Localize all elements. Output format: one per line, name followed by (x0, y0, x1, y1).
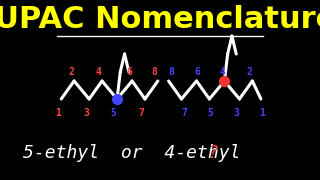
Text: 7: 7 (139, 108, 145, 118)
Text: 7: 7 (181, 108, 187, 118)
Text: 8: 8 (168, 67, 174, 77)
Text: 4: 4 (96, 67, 102, 77)
Text: 2: 2 (246, 67, 252, 77)
Text: 4: 4 (220, 67, 226, 77)
Text: ?: ? (207, 144, 218, 162)
Text: IUPAC Nomenclature: IUPAC Nomenclature (0, 5, 320, 34)
Text: 3: 3 (233, 108, 239, 118)
Text: 3: 3 (83, 108, 89, 118)
Text: 2: 2 (68, 67, 74, 77)
Text: 1: 1 (55, 108, 61, 118)
Text: 5: 5 (110, 108, 116, 118)
Text: 6: 6 (194, 67, 200, 77)
Text: 1: 1 (259, 108, 265, 118)
Text: 5-ethyl  or  4-ethyl: 5-ethyl or 4-ethyl (23, 144, 241, 162)
Text: 8: 8 (152, 67, 157, 77)
Text: 5: 5 (207, 108, 213, 118)
Text: 6: 6 (126, 67, 132, 77)
